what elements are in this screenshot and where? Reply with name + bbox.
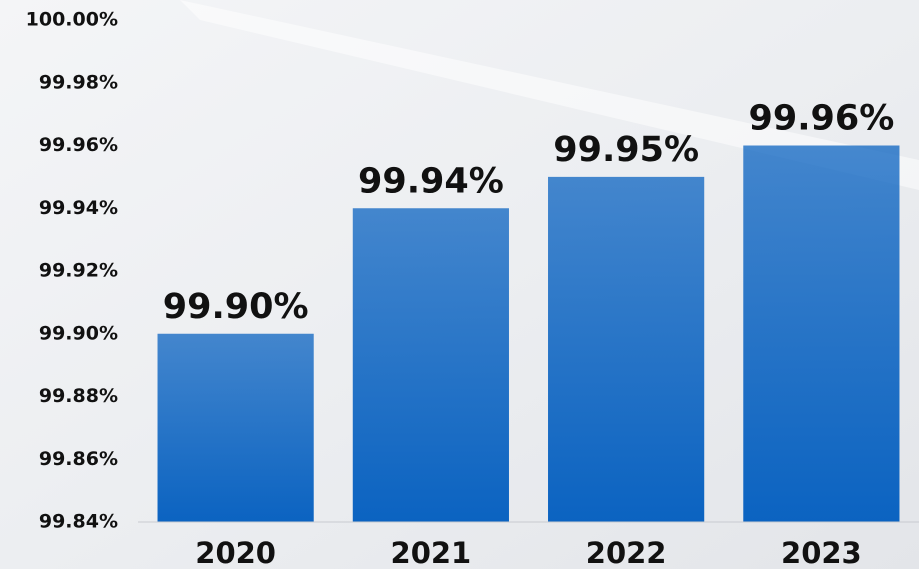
x-tick-label: 2020 xyxy=(195,536,276,569)
y-tick-label: 99.90% xyxy=(39,322,118,344)
chart: 99.84% 99.86% 99.88% 99.90% 99.92% 99.94% 99.9… xyxy=(0,0,919,569)
bar xyxy=(743,146,899,523)
y-tick-label: 99.84% xyxy=(39,511,118,533)
value-label: 99.96% xyxy=(748,99,894,139)
y-tick-label: 99.86% xyxy=(39,448,118,470)
y-tick-label: 99.94% xyxy=(39,197,118,219)
bar xyxy=(158,334,314,522)
value-label: 99.95% xyxy=(553,130,699,170)
x-tick-label: 2023 xyxy=(781,536,862,569)
value-label: 99.94% xyxy=(358,161,504,201)
y-tick-label: 99.88% xyxy=(39,385,118,407)
y-tick-label: 99.96% xyxy=(39,134,118,156)
page: {"chart_data": {"type": "bar", "categori… xyxy=(0,0,919,569)
x-tick-label: 2022 xyxy=(586,536,667,569)
y-tick-label: 99.98% xyxy=(39,71,118,93)
value-label: 99.90% xyxy=(163,287,309,327)
y-tick-label: 99.92% xyxy=(39,260,118,282)
x-tick-label: 2021 xyxy=(391,536,472,569)
y-tick-label: 100.00% xyxy=(26,9,118,31)
bar xyxy=(548,177,704,522)
bar xyxy=(353,208,509,522)
